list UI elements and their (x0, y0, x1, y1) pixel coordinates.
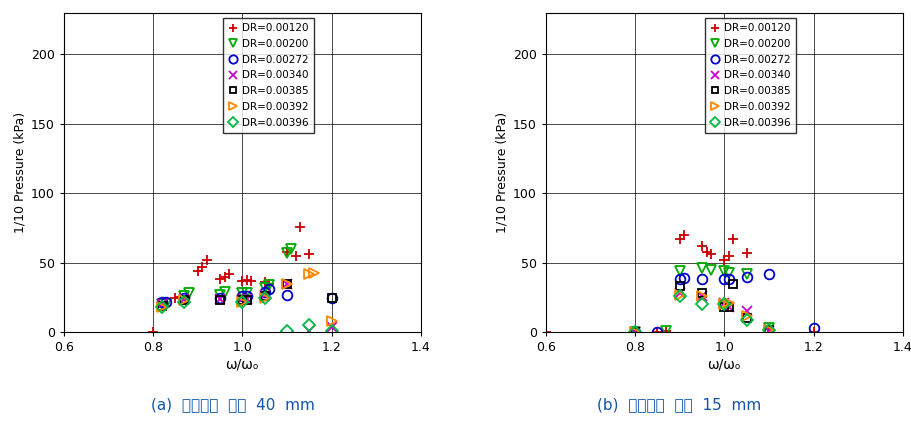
Text: (a)  강제동요  진폭  40  mm: (a) 강제동요 진폭 40 mm (150, 397, 314, 412)
X-axis label: ω/ωₒ: ω/ωₒ (707, 357, 741, 371)
Y-axis label: 1/10 Pressure (kPa): 1/10 Pressure (kPa) (496, 112, 508, 233)
Legend: DR=0.00120, DR=0.00200, DR=0.00272, DR=0.00340, DR=0.00385, DR=0.00392, DR=0.003: DR=0.00120, DR=0.00200, DR=0.00272, DR=0… (704, 18, 795, 133)
Y-axis label: 1/10 Pressure (kPa): 1/10 Pressure (kPa) (14, 112, 26, 233)
X-axis label: ω/ωₒ: ω/ωₒ (225, 357, 259, 371)
Text: (b)  강제동요  진폭  15  mm: (b) 강제동요 진폭 15 mm (597, 397, 761, 412)
Legend: DR=0.00120, DR=0.00200, DR=0.00272, DR=0.00340, DR=0.00385, DR=0.00392, DR=0.003: DR=0.00120, DR=0.00200, DR=0.00272, DR=0… (222, 18, 314, 133)
